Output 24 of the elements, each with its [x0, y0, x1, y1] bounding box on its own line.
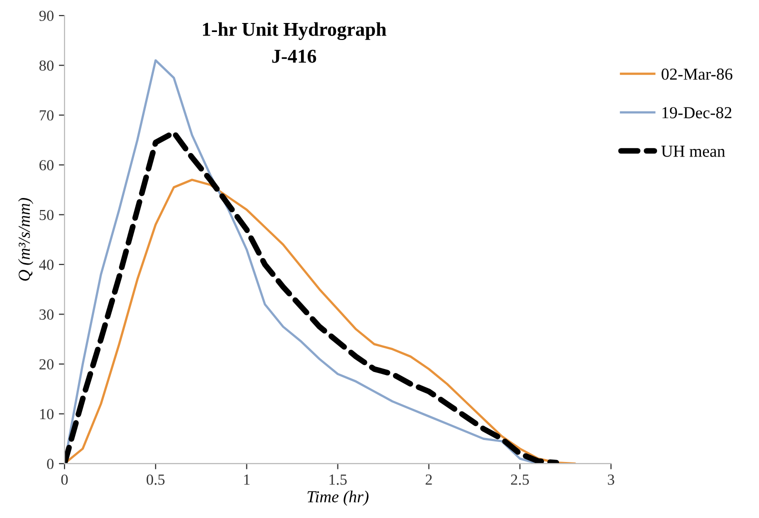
y-axis-title: Q (m³/s/mm) [18, 198, 34, 281]
x-tick-label: 1.5 [330, 474, 347, 485]
x-tick-label: 0 [61, 474, 68, 485]
x-tick-label: 0.5 [146, 474, 165, 485]
legend-label: UH mean [661, 146, 726, 157]
y-tick-label: 50 [40, 210, 54, 220]
y-tick-label: 20 [39, 359, 54, 370]
y-tick-label: 30 [40, 309, 54, 320]
x-tick-label: 2.5 [511, 474, 529, 485]
legend-label: 19-Dec-82 [662, 107, 732, 118]
x-tick-label: 2 [426, 474, 432, 485]
y-tick-label: 70 [40, 110, 54, 121]
y-tick-label: 10 [40, 408, 54, 420]
y-tick-label: 60 [39, 160, 54, 170]
x-tick-label: 3 [608, 474, 614, 485]
x-axis-title: Time (hr) [308, 490, 368, 506]
y-tick-label: 80 [39, 60, 54, 71]
legend-label: 02-Mar-86 [662, 68, 732, 80]
chart-title: 1-hr Unit Hydrograph [203, 22, 386, 40]
y-tick-label: 90 [39, 10, 54, 21]
x-tick-label: 1 [244, 474, 250, 485]
text: J-416 [272, 50, 316, 63]
y-tick-label: 0 [47, 458, 54, 470]
y-tick-label: 40 [39, 260, 54, 270]
